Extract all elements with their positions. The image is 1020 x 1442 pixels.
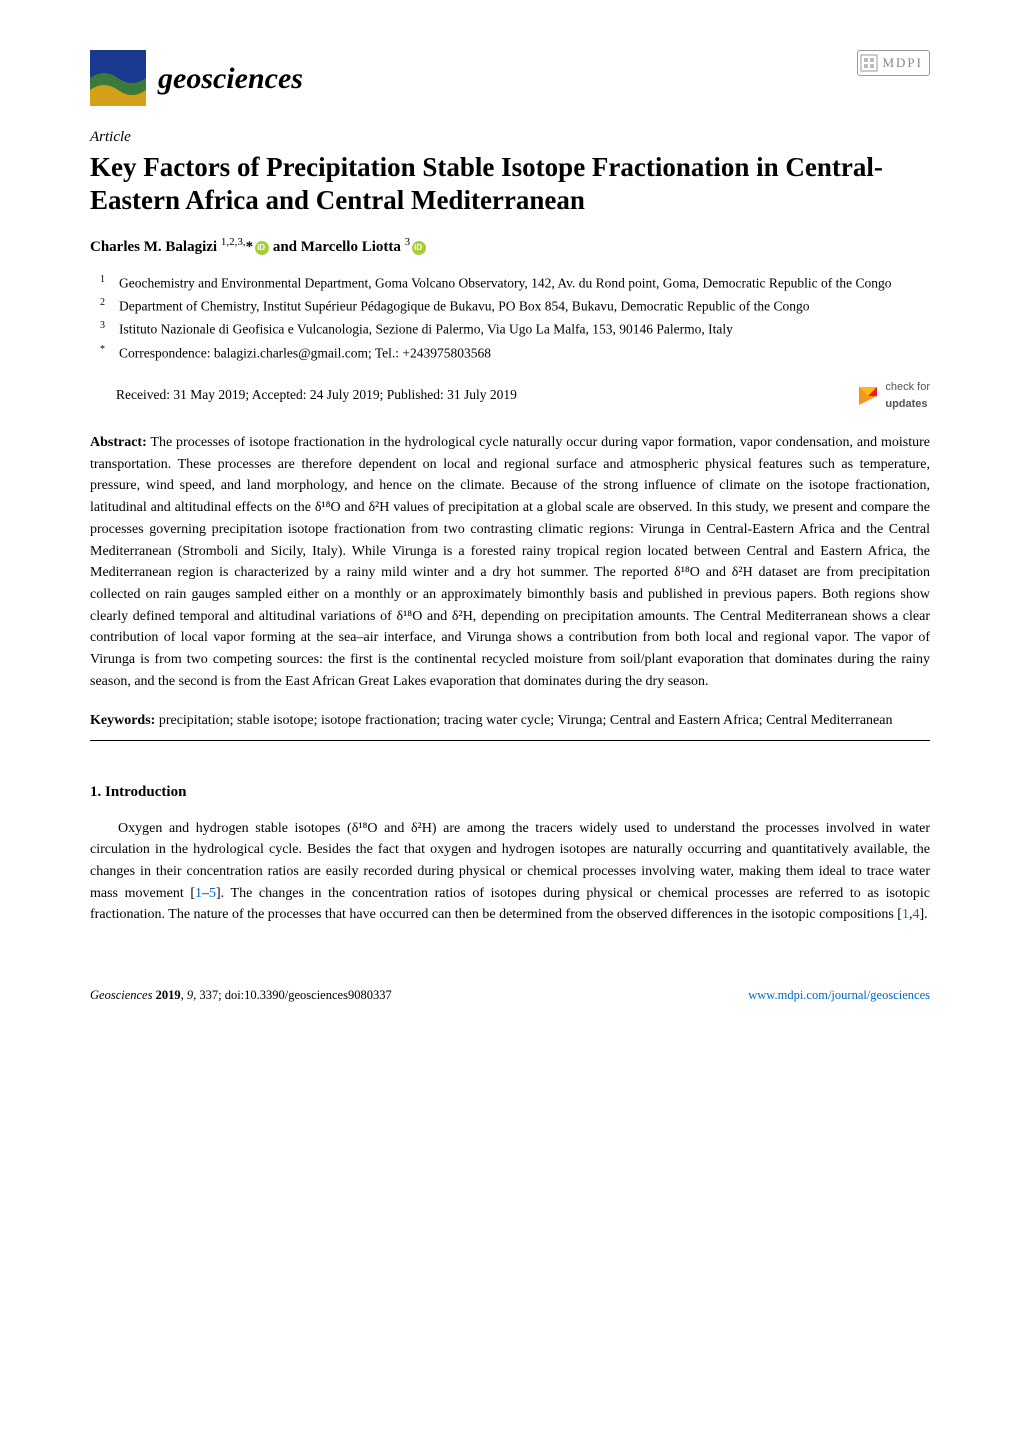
abstract-block: Abstract: The processes of isotope fract… xyxy=(90,432,930,692)
article-title: Key Factors of Precipitation Stable Isot… xyxy=(90,151,930,219)
section-divider xyxy=(90,740,930,741)
journal-wave-icon xyxy=(90,50,146,106)
article-type: Article xyxy=(90,126,930,149)
authors-line: Charles M. Balagizi 1,2,3,* and Marcello… xyxy=(90,234,930,259)
check-updates-icon xyxy=(857,385,879,407)
publisher-name: MDPI xyxy=(882,53,923,73)
footer-citation: Geosciences 2019, 9, 337; doi:10.3390/ge… xyxy=(90,986,392,1005)
check-updates-badge[interactable]: check for updates xyxy=(857,379,930,412)
orcid-icon xyxy=(255,241,269,255)
check-updates-text: check for updates xyxy=(885,379,930,412)
affiliation-item: 3Istituto Nazionale di Geofisica e Vulca… xyxy=(116,319,930,339)
cite-link[interactable]: 1 xyxy=(902,907,909,922)
intro-paragraph: Oxygen and hydrogen stable isotopes (δ¹⁸… xyxy=(90,818,930,926)
cite-link[interactable]: 4 xyxy=(912,907,919,922)
dates-row: Received: 31 May 2019; Accepted: 24 July… xyxy=(116,379,930,412)
keywords-label: Keywords: xyxy=(90,713,155,728)
affiliation-item: *Correspondence: balagizi.charles@gmail.… xyxy=(116,343,930,363)
affiliation-item: 2Department of Chemistry, Institut Supér… xyxy=(116,296,930,316)
section-heading-intro: 1. Introduction xyxy=(90,781,930,804)
keywords-text: precipitation; stable isotope; isotope f… xyxy=(159,713,893,728)
journal-name: geosciences xyxy=(158,56,303,101)
page-footer: Geosciences 2019, 9, 337; doi:10.3390/ge… xyxy=(90,986,930,1005)
mdpi-icon xyxy=(860,54,878,72)
check-updates-line2: updates xyxy=(885,398,927,410)
dates-text: Received: 31 May 2019; Accepted: 24 July… xyxy=(116,385,517,405)
abstract-text: The processes of isotope fractionation i… xyxy=(90,435,930,689)
cite-link[interactable]: 1 xyxy=(195,886,202,901)
journal-url-link[interactable]: www.mdpi.com/journal/geosciences xyxy=(748,988,930,1002)
publisher-logo: MDPI xyxy=(857,50,930,76)
affiliation-item: 1Geochemistry and Environmental Departme… xyxy=(116,273,930,293)
footer-journal-link: www.mdpi.com/journal/geosciences xyxy=(748,986,930,1005)
abstract-label: Abstract: xyxy=(90,435,147,450)
check-updates-line1: check for xyxy=(885,381,930,393)
affiliations-block: 1Geochemistry and Environmental Departme… xyxy=(90,273,930,364)
page-header: geosciences MDPI xyxy=(90,50,930,106)
orcid-icon xyxy=(412,241,426,255)
keywords-block: Keywords: precipitation; stable isotope;… xyxy=(90,710,930,732)
cite-link[interactable]: 5 xyxy=(209,886,216,901)
journal-logo-block: geosciences xyxy=(90,50,303,106)
